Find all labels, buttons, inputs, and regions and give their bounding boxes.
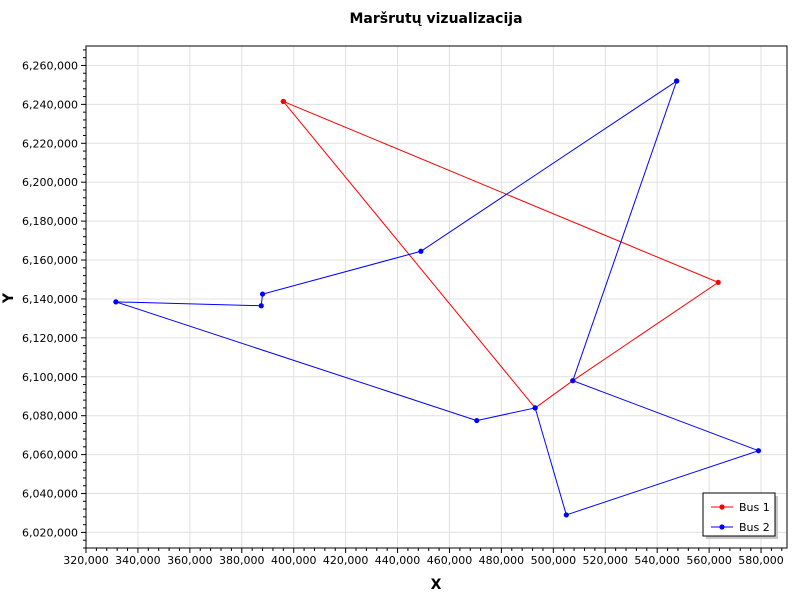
y-tick-label: 6,100,000: [22, 371, 78, 384]
x-tick-label: 440,000: [375, 554, 421, 567]
y-tick-label: 6,140,000: [22, 293, 78, 306]
x-tick-label: 420,000: [323, 554, 369, 567]
legend: Bus 1 Bus 2: [702, 492, 778, 539]
axes-layer: 320,000 340,000 360,000 380,000 400,000 420,0…: [22, 49, 784, 567]
data-point: [674, 78, 680, 84]
x-tick-label: 460,000: [427, 554, 473, 567]
y-tick-label: 6,040,000: [22, 488, 78, 501]
y-axis-label: Y: [1, 292, 17, 304]
legend-swatch-marker: [719, 504, 725, 510]
data-point: [418, 248, 424, 254]
x-tick-label: 540,000: [634, 554, 680, 567]
x-tick-label: 360,000: [167, 554, 213, 567]
data-point: [755, 448, 762, 454]
y-tick-label: 6,260,000: [22, 59, 78, 72]
legend-box: [702, 492, 776, 537]
data-point: [280, 98, 286, 105]
grid-layer: [85, 46, 787, 548]
y-tick-label: 6,240,000: [22, 98, 78, 111]
data-point: [563, 512, 569, 518]
legend-label: Bus 2: [739, 521, 770, 534]
y-tick-label: 6,060,000: [22, 449, 78, 462]
data-point: [715, 279, 721, 286]
plot-frame: [85, 45, 788, 549]
legend-item-2: Bus 2: [711, 521, 770, 534]
series-2: [113, 78, 762, 518]
x-tick-label: 480,000: [479, 554, 525, 567]
x-tick-label: 520,000: [583, 554, 629, 567]
legend-swatch-marker: [719, 524, 725, 530]
y-tick-label: 6,160,000: [22, 254, 78, 267]
data-point: [474, 417, 480, 424]
x-tick-label: 380,000: [219, 554, 265, 567]
x-tick-label: 560,000: [686, 554, 732, 567]
y-tick-label: 6,080,000: [22, 410, 78, 423]
series-layer: [113, 78, 762, 518]
x-tick-label: 320,000: [63, 554, 109, 567]
x-axis-label: X: [431, 577, 442, 593]
legend-item-1: Bus 1: [711, 501, 770, 514]
legend-items: Bus 1 Bus 2: [711, 501, 770, 534]
x-tick-label: 580,000: [738, 554, 784, 567]
legend-label: Bus 1: [739, 501, 770, 514]
y-tick-label: 6,020,000: [22, 526, 78, 539]
y-tick-label: 6,180,000: [22, 215, 78, 228]
y-tick-label: 6,200,000: [22, 176, 78, 189]
data-point: [113, 299, 119, 305]
x-tick-label: 340,000: [115, 554, 161, 567]
data-point: [258, 303, 264, 309]
chart-title: Maršrutų vizualizacija: [349, 11, 522, 27]
data-point: [570, 378, 576, 384]
y-tick-label: 6,220,000: [22, 137, 78, 150]
data-point: [532, 405, 538, 411]
x-tick-label: 500,000: [531, 554, 577, 567]
data-point: [259, 291, 266, 297]
x-tick-label: 400,000: [271, 554, 317, 567]
y-tick-label: 6,120,000: [22, 332, 78, 345]
